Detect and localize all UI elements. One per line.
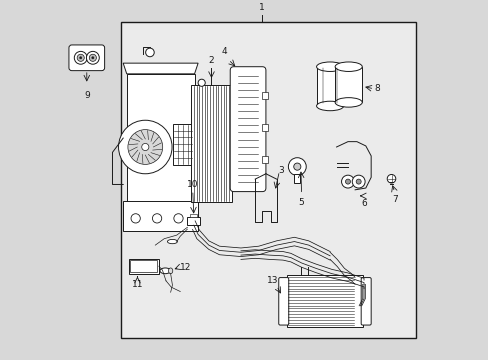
Bar: [173, 124, 192, 165]
Circle shape: [341, 175, 354, 188]
Circle shape: [131, 214, 140, 223]
Bar: [128, 259, 159, 274]
Bar: [123, 201, 198, 231]
Bar: [187, 217, 200, 225]
FancyBboxPatch shape: [69, 45, 104, 71]
Text: 3: 3: [278, 166, 284, 175]
Text: 9: 9: [84, 91, 89, 100]
Circle shape: [74, 51, 87, 64]
Circle shape: [152, 214, 162, 223]
Bar: [121, 22, 415, 338]
Circle shape: [118, 120, 172, 174]
Circle shape: [355, 179, 361, 184]
Text: 10: 10: [186, 180, 198, 189]
Text: 12: 12: [179, 263, 190, 272]
Circle shape: [142, 143, 148, 150]
Ellipse shape: [167, 239, 177, 244]
Ellipse shape: [334, 98, 362, 107]
Text: 8: 8: [374, 84, 380, 93]
Circle shape: [89, 54, 96, 61]
Circle shape: [174, 214, 183, 223]
Text: 13: 13: [266, 276, 278, 285]
Circle shape: [351, 175, 365, 188]
Bar: [286, 275, 363, 327]
FancyBboxPatch shape: [361, 278, 370, 325]
Text: 2: 2: [208, 56, 214, 65]
Circle shape: [345, 179, 350, 184]
Circle shape: [80, 57, 81, 59]
Circle shape: [293, 163, 300, 170]
Ellipse shape: [316, 101, 343, 111]
Bar: [261, 124, 267, 131]
Text: 7: 7: [391, 195, 397, 204]
Circle shape: [128, 130, 163, 165]
Bar: [334, 67, 362, 102]
Circle shape: [92, 57, 94, 59]
Circle shape: [86, 51, 99, 64]
Text: 1: 1: [258, 3, 264, 12]
FancyBboxPatch shape: [278, 278, 288, 325]
Text: 6: 6: [361, 199, 366, 208]
Bar: [261, 156, 267, 163]
Text: 4: 4: [222, 47, 227, 56]
Circle shape: [77, 54, 84, 61]
Circle shape: [198, 79, 205, 86]
Circle shape: [145, 48, 154, 57]
Ellipse shape: [168, 268, 172, 274]
Circle shape: [288, 158, 305, 176]
Circle shape: [386, 175, 395, 183]
Bar: [261, 92, 267, 99]
Bar: [316, 67, 343, 106]
Bar: [190, 214, 197, 217]
Text: 11: 11: [131, 280, 143, 289]
Bar: [130, 260, 157, 272]
Bar: [191, 85, 231, 202]
Bar: [126, 74, 194, 202]
Ellipse shape: [160, 268, 170, 274]
FancyBboxPatch shape: [230, 67, 265, 192]
Polygon shape: [123, 63, 198, 74]
Ellipse shape: [334, 62, 362, 72]
Bar: [294, 174, 300, 183]
Ellipse shape: [316, 62, 343, 72]
Text: 5: 5: [298, 198, 304, 207]
